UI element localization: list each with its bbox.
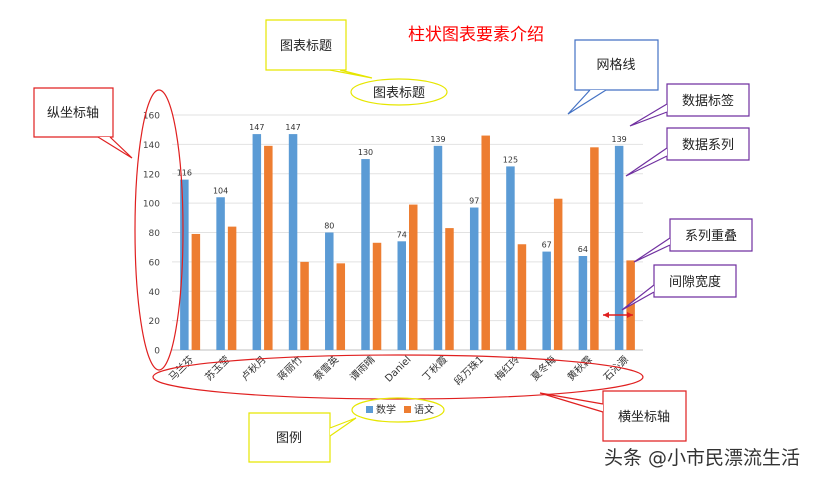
data-label: 74 [397, 230, 407, 239]
y-axis-highlight [134, 89, 184, 371]
x-tick-label: 马兰芬 [166, 353, 196, 383]
y-tick-label: 40 [149, 288, 161, 298]
data-label: 139 [611, 135, 626, 144]
bar-chinese [336, 263, 346, 350]
y-tick-label: 100 [143, 200, 160, 210]
y-tick-label: 0 [154, 347, 160, 357]
legend-label-chinese: 语文 [414, 403, 434, 416]
callout-data-labels-text: 数据标签 [682, 93, 734, 109]
chart-title: 图表标题 [373, 86, 425, 101]
legend-highlight [351, 397, 445, 423]
bar-chinese [481, 135, 490, 350]
bar-math [506, 166, 515, 350]
x-tick-label: 石沁源 [601, 353, 631, 383]
callout-gridlines: 网格线 [567, 39, 659, 115]
data-label: 116 [177, 169, 192, 178]
data-labels: 116 104 147 147 80 130 74 139 97 125 67 64 139 [177, 123, 627, 254]
callout-y-axis-text: 纵坐标轴 [47, 106, 99, 121]
bar-math [578, 256, 588, 350]
x-tick-label: 谭雨晴 [347, 353, 377, 383]
bar-math [433, 145, 443, 350]
bar-math [288, 134, 298, 350]
x-tick-label: 黄秋霖 [564, 353, 594, 383]
bar-chinese [517, 244, 527, 350]
grid-lines [172, 114, 643, 351]
bar-chinese [227, 226, 237, 350]
callout-gap-width-text: 间隙宽度 [669, 274, 721, 290]
data-label: 67 [542, 241, 552, 250]
bar-math [614, 145, 624, 350]
callout-gridlines-text: 网格线 [596, 57, 635, 73]
bar-math [397, 241, 406, 350]
callout-overlap-text: 系列重叠 [685, 228, 737, 244]
x-tick-label: 丁秋霞 [419, 353, 449, 383]
callout-chart-title-text: 图表标题 [280, 39, 332, 54]
bars [180, 134, 635, 350]
bar-math [216, 197, 225, 350]
x-tick-label: 卢秋月 [238, 353, 268, 383]
bar-math [180, 179, 189, 350]
legend-swatch-math [366, 406, 373, 413]
data-label: 130 [358, 148, 373, 157]
callout-data-series-text: 数据系列 [682, 138, 734, 153]
legend: 数学 语文 [366, 403, 434, 416]
callout-gap-width: 间隙宽度 [621, 264, 737, 311]
x-axis-highlight [152, 354, 644, 400]
y-tick-labels: 0 20 40 60 80 100 120 140 160 [143, 112, 160, 357]
x-tick-labels: 马兰芬 苏玉莹 卢秋月 蒋丽竹 蔡雪英 谭雨晴 Daniel 丁秋霞 段万珠1 梅红玲 夏冬梅 黄秋霖… [166, 353, 631, 388]
bar-math [252, 134, 262, 350]
data-label: 80 [324, 222, 334, 231]
callout-data-labels: 数据标签 [629, 83, 750, 127]
callout-y-axis: 纵坐标轴 [33, 87, 133, 159]
data-label: 97 [469, 197, 479, 206]
callout-chart-title: 图表标题 [265, 19, 373, 79]
data-label: 104 [213, 186, 228, 195]
x-tick-label: 蔡雪英 [311, 353, 341, 383]
y-tick-label: 20 [149, 317, 161, 327]
y-tick-label: 60 [149, 258, 161, 268]
page-title: 柱状图表要素介绍 [408, 25, 544, 45]
bar-math [325, 232, 334, 350]
bar-math [542, 251, 551, 350]
data-label: 64 [578, 245, 588, 254]
y-tick-label: 80 [149, 229, 161, 239]
bar-chinese [191, 233, 201, 350]
callout-overlap: 系列重叠 [633, 218, 753, 263]
callout-legend: 图例 [248, 412, 357, 463]
callout-data-series: 数据系列 [625, 127, 750, 177]
data-label: 147 [249, 123, 264, 132]
bar-chinese [553, 198, 563, 350]
gap-width-arrow [603, 312, 633, 318]
data-label: 125 [503, 155, 518, 164]
y-tick-label: 160 [143, 112, 160, 122]
watermark: 头条 @小市民漂流生活 [604, 447, 800, 469]
y-tick-label: 120 [143, 170, 160, 180]
callout-legend-text: 图例 [276, 431, 302, 446]
chart-title-highlight [350, 78, 448, 106]
bar-chinese [300, 261, 309, 350]
bar-math [361, 159, 370, 350]
x-tick-label: 苏玉莹 [202, 353, 232, 383]
bar-chinese [409, 204, 418, 350]
y-tick-label: 140 [143, 141, 160, 151]
callout-x-axis: 横坐标轴 [539, 390, 687, 442]
bar-chinese [590, 147, 599, 350]
data-label: 147 [285, 123, 300, 132]
bar-chinese [372, 242, 382, 350]
x-tick-label: Daniel [383, 354, 413, 384]
legend-swatch-chinese [404, 406, 411, 413]
x-tick-label: 夏冬梅 [528, 353, 558, 383]
bar-chinese [445, 228, 454, 350]
bar-math [469, 207, 479, 350]
callout-x-axis-text: 横坐标轴 [618, 410, 670, 425]
bar-chinese [264, 145, 273, 350]
data-label: 139 [430, 135, 445, 144]
legend-label-math: 数学 [376, 403, 396, 416]
x-tick-label: 段万珠1 [451, 353, 486, 388]
